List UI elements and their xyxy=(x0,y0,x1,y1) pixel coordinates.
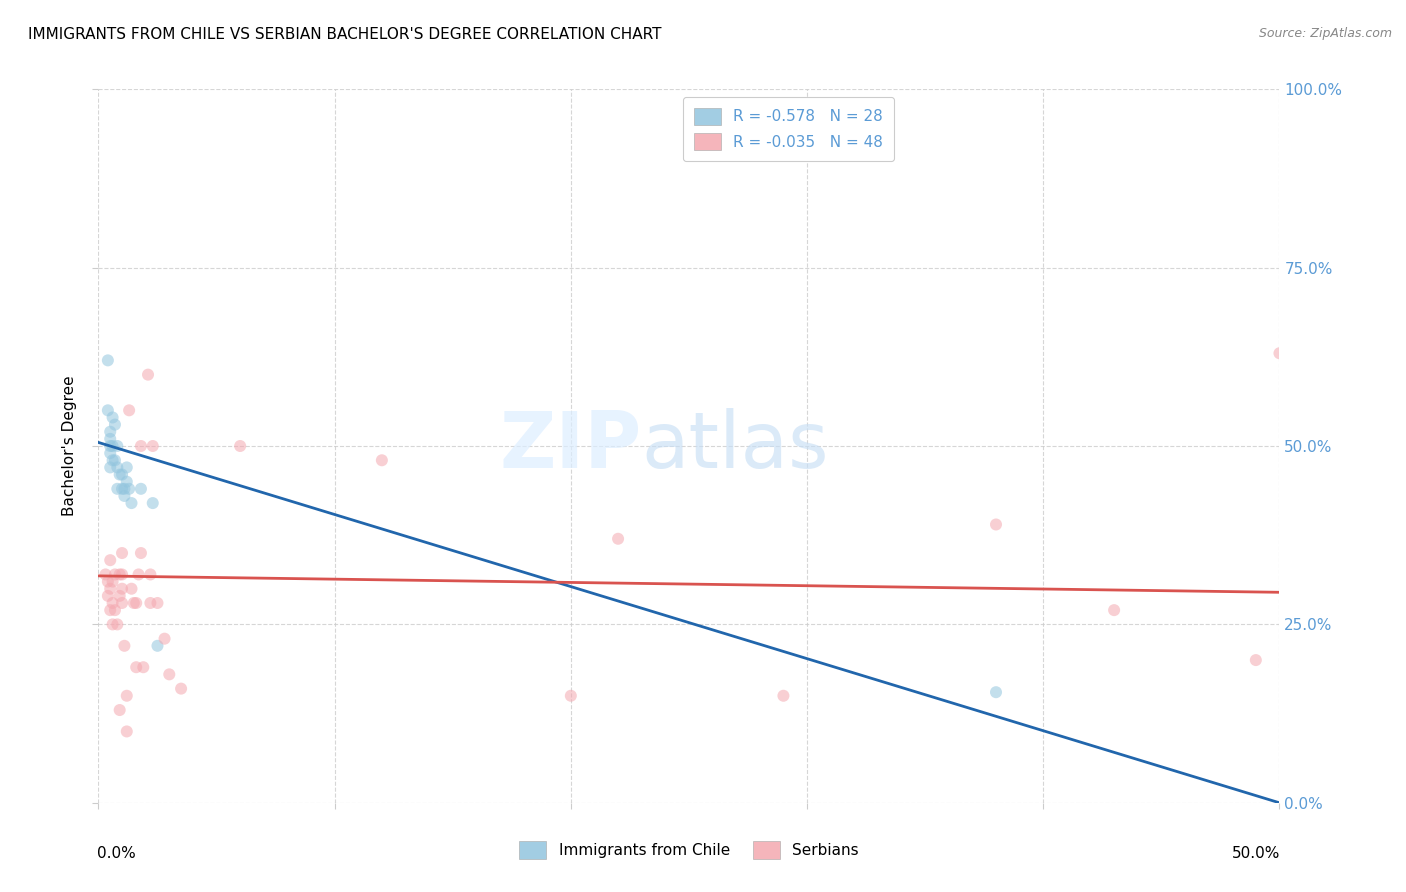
Point xyxy=(111,546,134,560)
Point xyxy=(97,574,120,589)
Point xyxy=(229,439,252,453)
Point xyxy=(101,574,124,589)
Point xyxy=(607,532,630,546)
Point xyxy=(139,596,162,610)
Point xyxy=(984,517,1007,532)
Point xyxy=(112,482,135,496)
Point xyxy=(115,460,138,475)
Point xyxy=(132,660,155,674)
Point xyxy=(153,632,176,646)
Point xyxy=(101,410,124,425)
Point xyxy=(129,546,152,560)
Point xyxy=(97,353,120,368)
Text: 0.0%: 0.0% xyxy=(97,846,136,861)
Point xyxy=(129,439,152,453)
Point xyxy=(157,667,180,681)
Point xyxy=(121,496,143,510)
Point xyxy=(125,660,148,674)
Point xyxy=(1102,603,1125,617)
Point xyxy=(105,482,128,496)
Point xyxy=(121,582,143,596)
Point xyxy=(101,453,124,467)
Point xyxy=(146,596,169,610)
Point xyxy=(170,681,193,696)
Point xyxy=(101,596,124,610)
Text: IMMIGRANTS FROM CHILE VS SERBIAN BACHELOR'S DEGREE CORRELATION CHART: IMMIGRANTS FROM CHILE VS SERBIAN BACHELO… xyxy=(28,27,662,42)
Point xyxy=(94,567,117,582)
Text: 50.0%: 50.0% xyxy=(1232,846,1281,861)
Point xyxy=(115,475,138,489)
Legend: Immigrants from Chile, Serbians: Immigrants from Chile, Serbians xyxy=(512,834,866,866)
Point xyxy=(97,403,120,417)
Point xyxy=(105,617,128,632)
Point xyxy=(125,596,148,610)
Point xyxy=(772,689,794,703)
Point xyxy=(112,639,135,653)
Point xyxy=(98,439,121,453)
Point xyxy=(122,596,145,610)
Point xyxy=(108,589,131,603)
Point xyxy=(111,467,134,482)
Text: ZIP: ZIP xyxy=(499,408,641,484)
Point xyxy=(118,482,141,496)
Point xyxy=(98,603,121,617)
Point xyxy=(371,453,394,467)
Point xyxy=(98,432,121,446)
Point xyxy=(108,567,131,582)
Point xyxy=(105,439,128,453)
Point xyxy=(104,453,127,467)
Point xyxy=(105,460,128,475)
Point xyxy=(98,446,121,460)
Y-axis label: Bachelor's Degree: Bachelor's Degree xyxy=(62,376,77,516)
Point xyxy=(104,567,127,582)
Point xyxy=(98,425,121,439)
Point xyxy=(112,489,135,503)
Point xyxy=(104,603,127,617)
Point xyxy=(128,567,150,582)
Point xyxy=(139,567,162,582)
Point xyxy=(146,639,169,653)
Point xyxy=(108,467,131,482)
Point xyxy=(111,596,134,610)
Point xyxy=(111,482,134,496)
Point xyxy=(111,582,134,596)
Point xyxy=(129,482,152,496)
Point xyxy=(108,703,131,717)
Point xyxy=(115,689,138,703)
Point xyxy=(136,368,159,382)
Point xyxy=(111,567,134,582)
Point xyxy=(1244,653,1267,667)
Point xyxy=(984,685,1007,699)
Point xyxy=(98,460,121,475)
Point xyxy=(560,689,582,703)
Text: atlas: atlas xyxy=(641,408,830,484)
Point xyxy=(98,553,121,567)
Point xyxy=(115,724,138,739)
Point xyxy=(101,439,124,453)
Point xyxy=(98,582,121,596)
Point xyxy=(118,403,141,417)
Text: Source: ZipAtlas.com: Source: ZipAtlas.com xyxy=(1258,27,1392,40)
Point xyxy=(97,589,120,603)
Point xyxy=(142,439,165,453)
Point xyxy=(1268,346,1291,360)
Point xyxy=(101,617,124,632)
Point xyxy=(142,496,165,510)
Point xyxy=(104,417,127,432)
